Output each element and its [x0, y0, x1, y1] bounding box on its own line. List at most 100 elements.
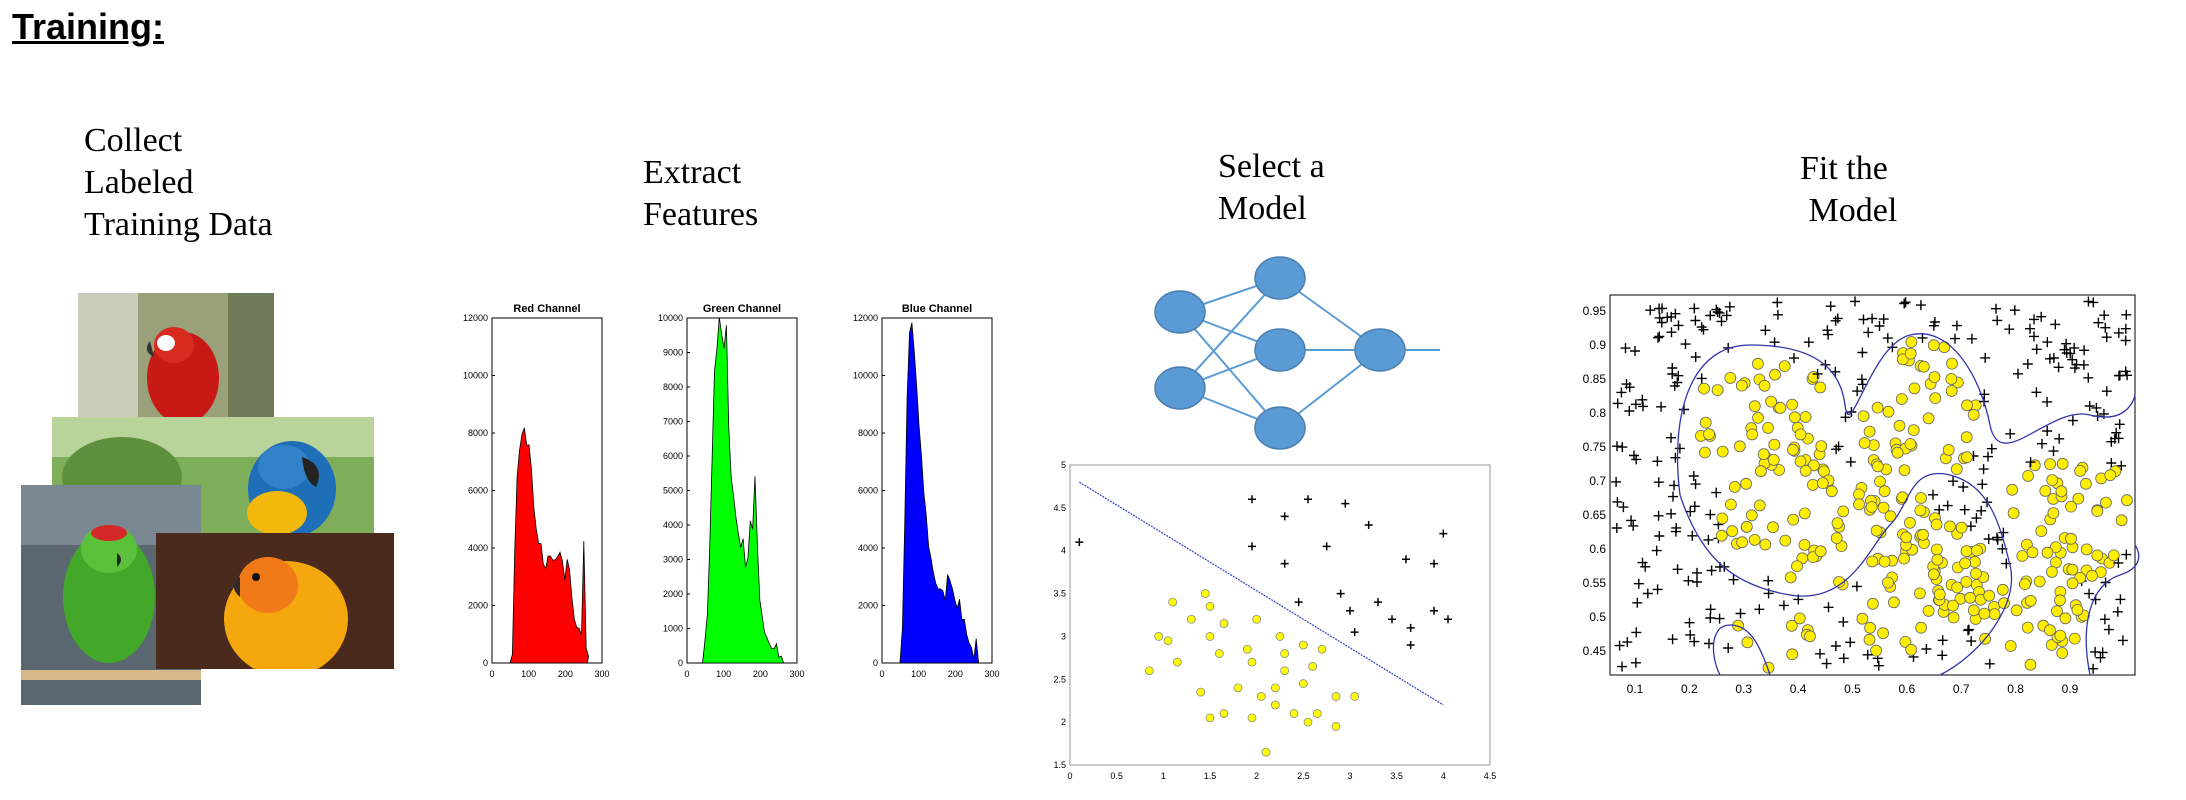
plus-point: [1706, 565, 1717, 576]
circle-point: [2022, 469, 2035, 482]
plus-point: [1921, 644, 1932, 654]
plus-point: [2114, 419, 2125, 430]
xtick-label: 0.8: [2007, 682, 2024, 696]
xtick-label: 0.4: [1790, 682, 1807, 696]
circle-point: [1280, 649, 1290, 658]
histogram-ytick-label: 9000: [663, 348, 683, 358]
circle-point: [1196, 687, 1206, 697]
circle-point: [2091, 505, 2104, 518]
plus-point: [1815, 648, 1825, 659]
circle-point: [1863, 633, 1876, 646]
ytick-label: 0.8: [1589, 406, 1606, 420]
stage-line: Model: [1218, 190, 1307, 227]
plus-point: [1948, 476, 1959, 487]
circle-point: [1914, 504, 1927, 517]
decision-boundary: [1712, 624, 1771, 676]
stage-line: Model: [1800, 192, 1898, 229]
circle-point: [1698, 446, 1711, 459]
plus-point: [1899, 298, 1910, 309]
plus-point: [1614, 640, 1625, 651]
circle-point: [2055, 485, 2068, 498]
histogram-ytick-label: 2000: [663, 589, 683, 599]
plus-point: [2069, 342, 2080, 353]
plus-point: [1721, 310, 1732, 321]
plus-point: [1789, 353, 1799, 364]
plus-point: [2042, 337, 2053, 348]
circle-point: [2049, 541, 2062, 554]
circle-point: [1816, 477, 1829, 490]
xtick-label: 3.5: [1390, 771, 1403, 781]
plus-point: [1406, 641, 1415, 649]
circle-point: [1793, 612, 1806, 625]
plus-point: [1838, 616, 1849, 627]
plus-point: [1958, 482, 1969, 492]
circle-point: [1933, 588, 1946, 601]
ytick-label: 3.5: [1053, 589, 1066, 599]
plus-point: [1772, 309, 1783, 320]
xtick-label: 0.7: [1953, 682, 1970, 696]
histogram-title: Green Channel: [703, 303, 781, 315]
histogram-xtick-label: 300: [594, 669, 609, 679]
plus-point: [1611, 523, 1622, 533]
plus-point: [1611, 476, 1622, 487]
histogram-ytick-label: 12000: [853, 313, 878, 323]
circle-point: [1922, 412, 1935, 425]
plus-point: [2036, 311, 2047, 322]
circle-point: [1769, 368, 1781, 381]
circle-point: [1814, 381, 1827, 394]
circle-point: [1758, 379, 1771, 392]
circle-point: [1741, 636, 1754, 649]
plus-point: [1642, 588, 1653, 599]
circle-point: [2046, 474, 2059, 487]
ytick-label: 0.85: [1583, 372, 1607, 386]
plus-point: [1637, 394, 1648, 405]
plus-point: [1406, 623, 1415, 632]
circle-point: [1752, 411, 1764, 424]
circle-point: [1928, 371, 1941, 383]
histogram-ytick-label: 0: [873, 658, 878, 668]
plus-point: [1728, 574, 1739, 585]
xtick-label: 4.5: [1484, 771, 1497, 781]
circle-point: [2006, 483, 2019, 496]
circle-point: [1943, 520, 1956, 533]
circle-point: [2047, 507, 2060, 520]
plus-point: [1689, 501, 1700, 512]
plus-point: [1669, 380, 1680, 391]
circle-point: [1247, 713, 1257, 723]
circle-point: [1858, 437, 1871, 449]
plus-point: [2009, 305, 2020, 316]
plus-point: [1803, 337, 1814, 348]
histogram-ytick-label: 7000: [663, 417, 683, 427]
plus-point: [1705, 509, 1716, 520]
circle-point: [1893, 419, 1906, 432]
plus-point: [1850, 296, 1860, 307]
plus-point: [1617, 661, 1627, 672]
plus-point: [2093, 317, 2104, 328]
plus-point: [1341, 499, 1350, 508]
circle-point: [1798, 507, 1811, 520]
plus-point: [1630, 399, 1641, 410]
plus-point: [1388, 615, 1396, 624]
plus-point: [1666, 327, 1677, 338]
plus-point: [1928, 489, 1938, 500]
circle-point: [1289, 709, 1299, 718]
xtick-label: 0.6: [1899, 682, 1916, 696]
plus-point: [1978, 464, 1989, 475]
stage-fit-model: Fit the Model: [1800, 148, 1897, 232]
plus-point: [1622, 637, 1633, 648]
plus-point: [1689, 303, 1700, 314]
circle-point: [2104, 469, 2117, 482]
xtick-label: 0.5: [1110, 771, 1123, 781]
plus-point: [2042, 396, 2053, 407]
plus-point: [2122, 370, 2133, 381]
plus-point: [1966, 636, 1977, 647]
plus-point: [1672, 564, 1683, 575]
circle-point: [1762, 421, 1774, 434]
circle-point: [1784, 571, 1797, 584]
circle-point: [1947, 611, 1960, 624]
histogram-ytick-label: 0: [483, 658, 488, 668]
circle-point: [2071, 603, 2084, 616]
plus-point: [2106, 458, 2117, 468]
plus-point: [1705, 613, 1716, 623]
plus-point: [1667, 369, 1678, 379]
